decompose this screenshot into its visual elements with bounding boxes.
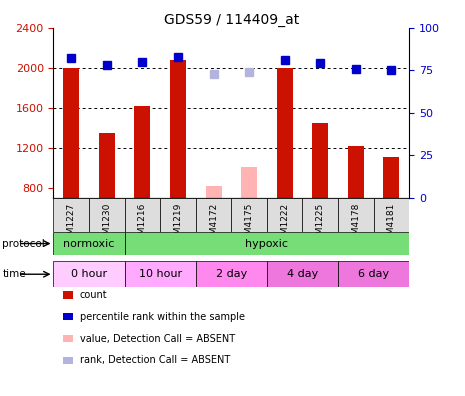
- Text: rank, Detection Call = ABSENT: rank, Detection Call = ABSENT: [80, 355, 230, 366]
- Bar: [348, 146, 364, 198]
- Bar: [241, 167, 257, 198]
- Bar: [170, 60, 186, 198]
- Title: GDS59 / 114409_at: GDS59 / 114409_at: [164, 13, 299, 27]
- Bar: [89, 198, 125, 232]
- Bar: [384, 157, 399, 198]
- Text: 2 day: 2 day: [216, 269, 247, 279]
- Bar: [53, 198, 89, 232]
- Bar: [160, 198, 196, 232]
- Bar: [232, 198, 267, 232]
- Bar: [267, 198, 303, 232]
- Text: time: time: [2, 269, 26, 279]
- Text: normoxic: normoxic: [63, 238, 115, 249]
- Bar: [277, 68, 292, 198]
- Text: GSM1222: GSM1222: [280, 203, 289, 246]
- Bar: [125, 232, 409, 255]
- Text: value, Detection Call = ABSENT: value, Detection Call = ABSENT: [80, 333, 235, 344]
- Bar: [125, 198, 160, 232]
- Text: GSM1230: GSM1230: [102, 203, 111, 246]
- Text: GSM1216: GSM1216: [138, 203, 147, 246]
- Bar: [63, 68, 79, 198]
- Bar: [338, 198, 374, 232]
- Text: GSM4178: GSM4178: [352, 203, 360, 246]
- Bar: [267, 261, 338, 287]
- Text: GSM1225: GSM1225: [316, 203, 325, 246]
- Text: 6 day: 6 day: [358, 269, 389, 279]
- Bar: [134, 106, 150, 198]
- Text: 4 day: 4 day: [287, 269, 318, 279]
- Bar: [196, 261, 267, 287]
- Bar: [206, 186, 221, 198]
- Text: hypoxic: hypoxic: [246, 238, 288, 249]
- Bar: [312, 123, 328, 198]
- Text: GSM1219: GSM1219: [173, 203, 182, 246]
- Bar: [53, 232, 125, 255]
- Text: 10 hour: 10 hour: [139, 269, 182, 279]
- Text: protocol: protocol: [2, 238, 45, 249]
- Bar: [196, 198, 232, 232]
- Text: GSM4175: GSM4175: [245, 203, 253, 246]
- Bar: [303, 198, 338, 232]
- Bar: [338, 261, 409, 287]
- Bar: [125, 261, 196, 287]
- Text: 0 hour: 0 hour: [71, 269, 107, 279]
- Text: GSM4181: GSM4181: [387, 203, 396, 246]
- Text: GSM4172: GSM4172: [209, 203, 218, 246]
- Bar: [99, 133, 115, 198]
- Bar: [374, 198, 409, 232]
- Text: GSM1227: GSM1227: [67, 203, 76, 246]
- Text: count: count: [80, 290, 107, 300]
- Text: percentile rank within the sample: percentile rank within the sample: [80, 312, 245, 322]
- Bar: [53, 261, 125, 287]
